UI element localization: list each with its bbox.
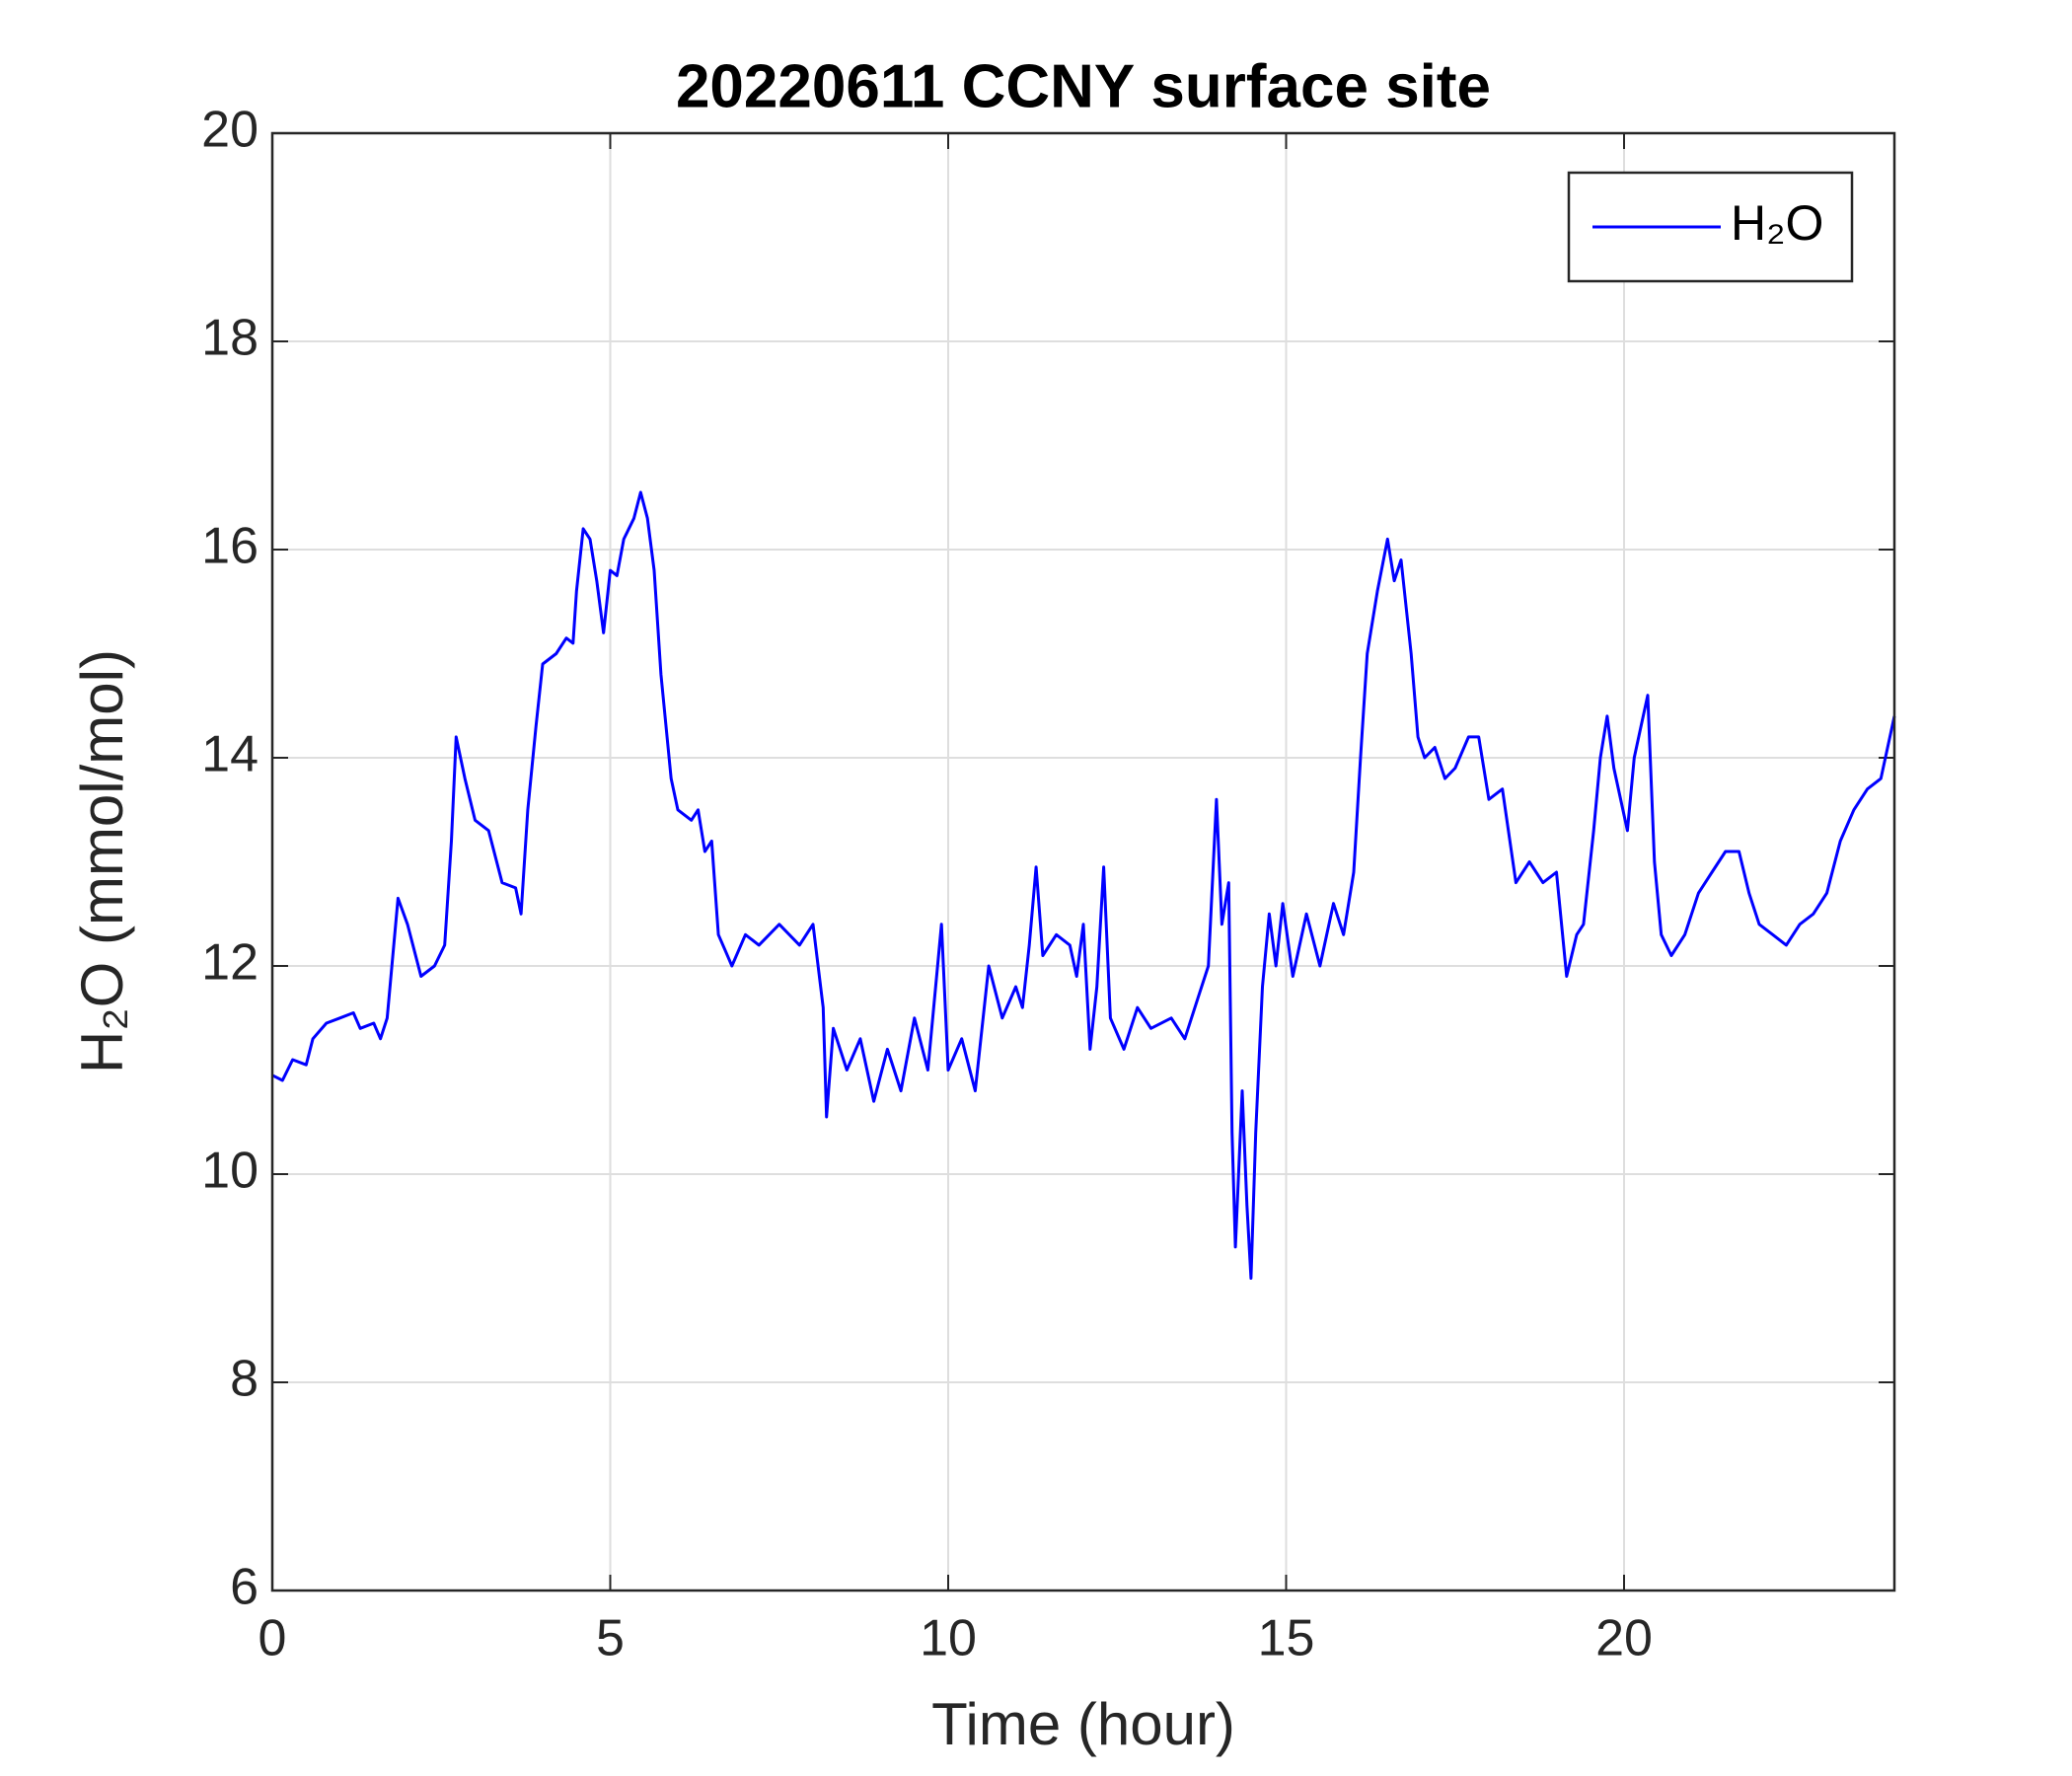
x-axis-label: Time (hour)	[931, 1691, 1235, 1757]
y-tick-label: 14	[201, 726, 259, 783]
chart-title: 20220611 CCNY surface site	[676, 52, 1491, 120]
x-tick-label: 20	[1595, 1610, 1653, 1667]
y-tick-label: 10	[201, 1143, 259, 1200]
y-tick-label: 20	[201, 102, 259, 159]
y-tick-label: 18	[201, 310, 259, 367]
legend-label: H₂O	[1731, 195, 1823, 251]
x-tick-label: 0	[259, 1610, 287, 1667]
y-tick-label: 12	[201, 934, 259, 992]
y-tick-label: 16	[201, 518, 259, 575]
y-tick-label: 6	[230, 1559, 259, 1616]
y-tick-label: 8	[230, 1351, 259, 1408]
data-line	[271, 490, 1896, 1280]
x-tick-label: 10	[920, 1610, 977, 1667]
x-tick-label: 5	[596, 1610, 625, 1667]
y-axis-label: H₂O (mmol/mol)	[69, 649, 135, 1073]
x-tick-label: 15	[1258, 1610, 1315, 1667]
plot-frame	[270, 131, 1896, 1592]
